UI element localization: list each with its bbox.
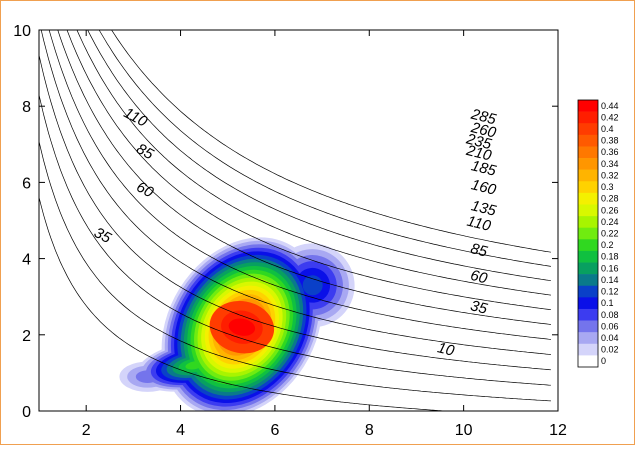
colorbar-swatch — [578, 123, 598, 136]
iso-lines — [39, 30, 551, 411]
iso-line-label: 110 — [465, 213, 493, 235]
y-tick-label: 8 — [22, 99, 31, 116]
colorbar-label: 0.44 — [601, 101, 619, 111]
colorbar-label: 0.28 — [601, 194, 619, 204]
colorbar-swatch — [578, 227, 598, 240]
iso-line-210 — [76, 30, 551, 296]
iso-line-10 — [39, 197, 451, 411]
iso-line-label: 85 — [134, 140, 157, 163]
colorbar-label: 0.34 — [601, 159, 619, 169]
iso-line-label: 135 — [469, 197, 498, 220]
iso-line-285 — [111, 30, 551, 253]
colorbar-swatch — [578, 343, 598, 356]
density-field — [119, 237, 355, 411]
colorbar-label: 0.36 — [601, 147, 619, 157]
iso-line-160 — [57, 30, 551, 325]
colorbar-label: 0.12 — [601, 287, 619, 297]
iso-line-185 — [66, 30, 551, 311]
iso-line-235 — [87, 30, 551, 282]
iso-line-135 — [48, 30, 551, 340]
x-tick-label: 8 — [365, 422, 374, 439]
iso-line-260 — [98, 30, 551, 267]
colorbar-swatch — [578, 192, 598, 205]
colorbar-swatch — [578, 134, 598, 147]
iso-line-label: 285 — [468, 106, 498, 129]
iso-line-85 — [39, 55, 551, 371]
y-tick-label: 10 — [13, 23, 31, 40]
colorbar-swatch — [578, 274, 598, 287]
density-band-0.2 — [185, 361, 204, 370]
colorbar-swatch — [578, 239, 598, 252]
x-tick-label: 10 — [455, 422, 473, 439]
colorbar-swatch — [578, 146, 598, 159]
y-tick-label: 4 — [22, 252, 31, 269]
iso-line-label: 110 — [121, 104, 151, 131]
colorbar-label: 0 — [601, 356, 606, 366]
x-tick-label: 12 — [549, 422, 567, 439]
iso-line-110 — [40, 30, 551, 355]
colorbar-label: 0.14 — [601, 275, 619, 285]
x-tick-label: 2 — [82, 422, 91, 439]
colorbar-swatch — [578, 169, 598, 182]
x-tick-label: 6 — [270, 422, 279, 439]
colorbar: 0.440.42 0.4 0.380.36 0.340.32 0.3 0.280.26 0.… — [577, 99, 619, 368]
iso-line-label: 35 — [469, 297, 490, 318]
iso-line-label: 85 — [469, 240, 490, 261]
colorbar-label: 0.16 — [601, 263, 619, 273]
colorbar-swatch — [578, 250, 598, 263]
colorbar-label: 0.06 — [601, 321, 619, 331]
colorbar-label: 0.02 — [601, 345, 619, 355]
colorbar-label: 0.1 — [601, 298, 614, 308]
colorbar-label: 0.24 — [601, 217, 619, 227]
colorbar-label: 0.22 — [601, 229, 619, 239]
colorbar-label: 0.38 — [601, 136, 619, 146]
colorbar-label: 0.32 — [601, 170, 619, 180]
colorbar-label: 0.2 — [601, 240, 614, 250]
colorbar-swatch — [578, 100, 598, 112]
iso-line-35 — [39, 141, 551, 402]
colorbar-label: 0.3 — [601, 182, 614, 192]
iso-line-label: 60 — [134, 178, 157, 201]
colorbar-swatch — [578, 216, 598, 228]
colorbar-swatch — [578, 204, 598, 217]
colorbar-label: 0.26 — [601, 205, 619, 215]
colorbar-label: 0.04 — [601, 333, 619, 343]
colorbar-swatch — [578, 320, 598, 333]
colorbar-border — [577, 99, 599, 368]
colorbar-swatch — [578, 262, 598, 275]
iso-line-label: 35 — [91, 224, 114, 247]
colorbar-label: 0.4 — [601, 124, 614, 134]
iso-line-label: 60 — [469, 267, 490, 288]
colorbar-swatch — [578, 285, 598, 298]
colorbar-label: 0.42 — [601, 112, 619, 122]
y-tick-label: 0 — [22, 404, 31, 421]
colorbar-label: 0.18 — [601, 252, 619, 262]
density-band-0.44 — [228, 318, 256, 336]
iso-line-label: 185 — [469, 157, 498, 180]
x-tick-label: 4 — [176, 422, 185, 439]
iso-line-label: 160 — [469, 176, 498, 199]
y-tick-label: 2 — [22, 328, 31, 345]
colorbar-swatch — [578, 111, 598, 124]
iso-line-label: 210 — [464, 142, 494, 165]
colorbar-swatch — [578, 355, 598, 368]
colorbar-swatch — [578, 332, 598, 345]
iso-line-label: 260 — [468, 119, 498, 142]
colorbar-swatch — [578, 158, 598, 170]
iso-line-label: 235 — [464, 130, 494, 153]
colorbar-label: 0.08 — [601, 310, 619, 320]
colorbar-swatch — [578, 308, 598, 321]
y-tick-label: 6 — [22, 175, 31, 192]
iso-line-60 — [39, 94, 551, 386]
axes: 2 4 6 8 10 12 0 2 4 6 8 10 — [13, 23, 567, 439]
colorbar-swatch — [578, 181, 598, 194]
iso-line-label: 10 — [436, 339, 457, 360]
colorbar-swatch — [578, 297, 598, 310]
iso-line-labels: 1035356060858511011013516018521023526028… — [91, 104, 498, 360]
plot-area-border — [38, 29, 559, 412]
